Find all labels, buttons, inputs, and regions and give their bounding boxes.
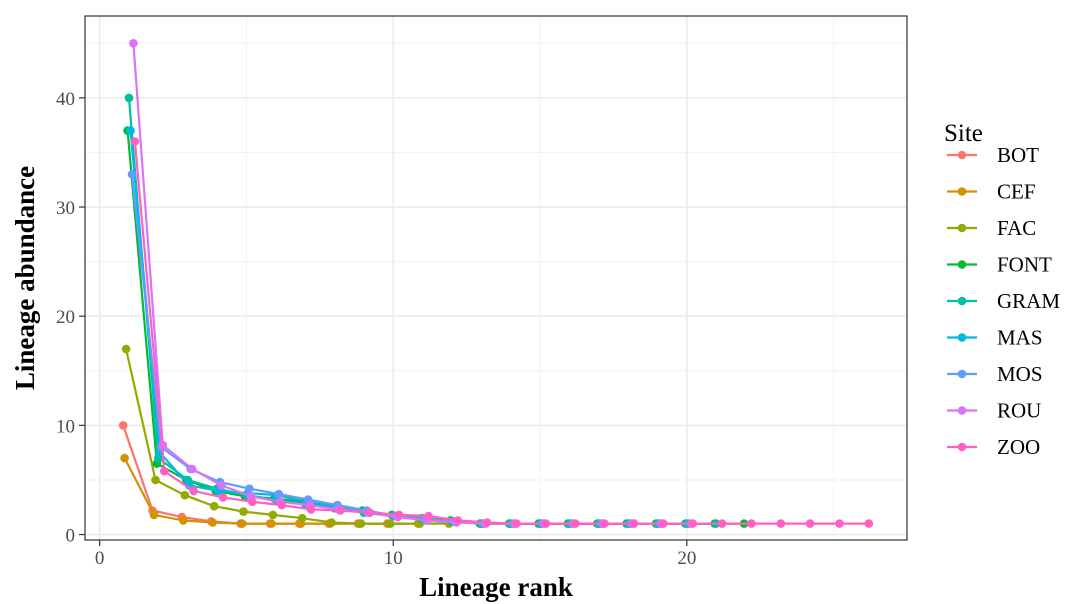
data-point-zoo	[306, 505, 316, 514]
data-point-fac	[268, 510, 278, 520]
series-layer	[118, 39, 874, 528]
data-point-zoo	[453, 516, 463, 525]
data-point-cef	[120, 453, 129, 463]
series-line-fac	[125, 348, 449, 525]
data-point-zoo	[776, 519, 786, 528]
data-point-zoo	[218, 493, 228, 502]
data-point-zoo	[365, 508, 375, 517]
data-point-zoo	[717, 519, 727, 528]
data-point-gram	[124, 93, 134, 103]
legend-title: Site	[944, 120, 983, 147]
legend-label: BOT	[997, 143, 1039, 167]
series-zoo	[130, 137, 874, 528]
data-point-mos	[127, 170, 137, 179]
x-tick-label: 20	[677, 548, 696, 569]
legend-label: ZOO	[997, 435, 1040, 459]
data-point-cef	[267, 519, 276, 528]
data-point-cef	[208, 518, 217, 527]
data-point-mos	[274, 489, 284, 499]
data-point-zoo	[688, 519, 697, 528]
legend-item-bot: BOT	[947, 143, 1039, 167]
legend-key-point	[957, 260, 967, 269]
legend-item-gram: GRAM	[947, 289, 1060, 313]
data-point-zoo	[571, 519, 580, 528]
data-point-zoo	[835, 519, 844, 528]
legend-label: ROU	[997, 399, 1041, 423]
data-point-cef	[237, 519, 247, 528]
data-point-zoo	[394, 510, 404, 520]
data-point-mos	[245, 484, 254, 494]
data-point-zoo	[805, 519, 815, 528]
legend-key-point	[957, 442, 967, 452]
data-point-fac	[121, 344, 131, 354]
data-point-zoo	[130, 137, 140, 146]
data-point-zoo	[482, 518, 492, 527]
panel-background	[85, 16, 907, 540]
x-tick-label: 0	[95, 548, 105, 569]
y-tick-label: 0	[66, 526, 76, 547]
legend-item-font: FONT	[947, 253, 1052, 277]
legend-item-cef: CEF	[947, 180, 1036, 204]
data-point-zoo	[277, 500, 287, 510]
data-point-fac	[386, 519, 395, 528]
data-point-zoo	[541, 519, 551, 528]
y-tick-label: 30	[56, 198, 75, 219]
data-point-fac	[209, 501, 219, 511]
y-tick-label: 10	[56, 416, 75, 437]
x-tick-label: 10	[384, 548, 403, 569]
data-point-fac	[151, 475, 160, 485]
data-point-rou	[217, 481, 226, 490]
data-point-zoo	[248, 497, 257, 507]
data-point-zoo	[424, 511, 433, 521]
legend-label: GRAM	[997, 289, 1060, 313]
data-point-rou	[187, 464, 197, 474]
legend: Site BOT CEF FAC FONT GRAM MAS MOS ROU ZOO	[944, 120, 1060, 459]
data-point-mas	[126, 126, 135, 135]
data-point-fac	[297, 513, 307, 523]
y-tick-label: 40	[56, 89, 75, 110]
data-point-zoo	[864, 519, 874, 528]
legend-item-fac: FAC	[947, 216, 1036, 240]
axes: 0 10 20 0 10 20 30 40	[56, 89, 696, 569]
data-point-bot	[118, 421, 128, 430]
panel-border	[84, 15, 908, 541]
legend-label: MOS	[997, 362, 1043, 386]
data-point-fac	[356, 519, 366, 528]
y-tick-label: 20	[56, 307, 75, 328]
legend-label: MAS	[997, 326, 1043, 350]
data-point-fac	[239, 507, 248, 516]
legend-key-point	[957, 223, 967, 233]
legend-key-point	[957, 187, 967, 196]
legend-item-mos: MOS	[947, 362, 1043, 386]
legend-item-mas: MAS	[947, 326, 1043, 350]
data-point-zoo	[336, 506, 345, 515]
data-point-zoo	[512, 519, 521, 528]
data-point-fac	[327, 518, 336, 527]
series-line-zoo	[133, 141, 869, 525]
data-point-zoo	[659, 519, 668, 528]
legend-key-point	[957, 150, 967, 160]
data-point-zoo	[747, 519, 756, 528]
legend-key-point	[957, 369, 967, 379]
legend-item-rou: ROU	[947, 399, 1041, 423]
legend-label: FAC	[997, 216, 1036, 240]
legend-key-point	[957, 333, 967, 342]
legend-item-zoo: ZOO	[947, 435, 1040, 459]
legend-label: CEF	[997, 180, 1036, 204]
y-axis-title: Lineage abundance	[10, 166, 40, 390]
x-axis-title: Lineage rank	[419, 572, 573, 602]
data-point-zoo	[629, 519, 639, 528]
data-point-rou	[129, 39, 138, 48]
data-point-cef	[179, 516, 188, 525]
data-point-cef	[149, 510, 159, 520]
data-point-zoo	[600, 519, 609, 528]
data-point-zoo	[189, 486, 198, 496]
legend-key-point	[957, 296, 967, 306]
data-point-fac	[180, 490, 190, 500]
legend-label: FONT	[997, 253, 1052, 277]
data-point-zoo	[160, 466, 169, 476]
legend-key-point	[957, 406, 967, 415]
